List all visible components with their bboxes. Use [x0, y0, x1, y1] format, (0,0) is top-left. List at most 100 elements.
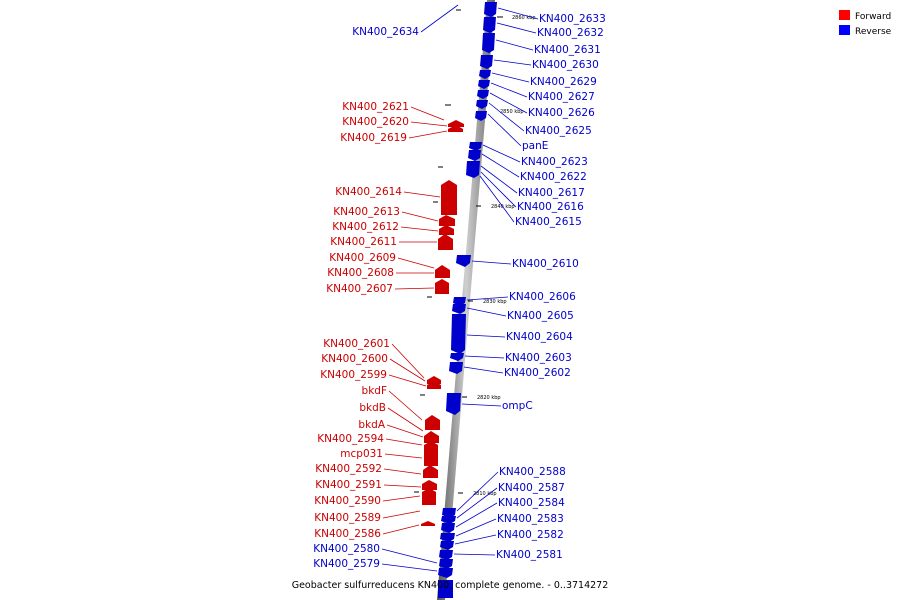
- gene-label: KN400_2625: [525, 125, 592, 137]
- gene-label: KN400_2602: [504, 367, 571, 379]
- gene-label: KN400_2591: [315, 479, 382, 491]
- leader-line: [455, 518, 497, 537]
- gene-block-kn400-2627: [478, 80, 490, 89]
- gene-block-kn400-2613: [439, 215, 455, 226]
- gene-label: KN400_2633: [539, 13, 606, 25]
- gene-block-bkda: [425, 415, 440, 430]
- gene-label: KN400_2583: [497, 513, 564, 525]
- gene-label: KN400_2614: [335, 186, 402, 198]
- leader-line: [482, 144, 521, 163]
- leader-lines-reverse: [381, 4, 539, 572]
- gene-label: KN400_2604: [506, 331, 573, 343]
- gene-label: KN400_2603: [505, 352, 572, 364]
- gene-label: KN400_2594: [317, 433, 384, 445]
- gene-block-kn400-2612: [439, 225, 454, 235]
- reverse-gene-labels-right: KN400_2633 KN400_2632 KN400_2631 KN400_2…: [496, 13, 606, 561]
- leader-line: [410, 106, 445, 121]
- gene-label: KN400_2581: [496, 549, 563, 561]
- leader-line: [456, 487, 498, 519]
- gene-block-kn400-2630: [480, 55, 493, 69]
- leader-line: [466, 334, 506, 338]
- gene-block-kn400-2617: [466, 161, 480, 178]
- gene-label: KN400_2587: [498, 482, 565, 494]
- gene-block-kn400-2584: [441, 523, 455, 533]
- legend-reverse-label: Reverse: [855, 27, 892, 37]
- gene-label: ompC: [502, 400, 533, 412]
- gene-block-kn400-2601: [427, 376, 441, 384]
- gene-label: KN400_2610: [512, 258, 579, 270]
- gene-label: KN400_2584: [498, 497, 565, 509]
- gene-label: KN400_2622: [520, 171, 587, 183]
- leader-line: [403, 191, 441, 198]
- leader-line: [388, 390, 423, 421]
- gene-label: KN400_2630: [532, 59, 599, 71]
- leader-line: [461, 403, 502, 407]
- gene-label: KN400_2623: [521, 156, 588, 168]
- leader-line: [496, 22, 537, 34]
- gene-label: KN400_2588: [499, 466, 566, 478]
- gene-label: KN400_2599: [320, 369, 387, 381]
- gene-label: KN400_2621: [342, 101, 409, 113]
- gene-label: KN400_2607: [326, 283, 393, 295]
- leader-line: [495, 39, 534, 51]
- gene-block-kn400-2582: [440, 541, 454, 550]
- genome-caption: Geobacter sulfurreducens KN400, complete…: [292, 580, 609, 591]
- gene-label: KN400_2632: [537, 27, 604, 39]
- gene-label: bkdA: [358, 419, 385, 431]
- leader-line: [490, 82, 528, 98]
- leader-line: [384, 453, 423, 459]
- gene-block-kn400-2610: [456, 255, 471, 267]
- leader-line: [391, 343, 425, 379]
- gene-label: KN400_2634: [352, 26, 419, 38]
- gene-label: panE: [522, 140, 548, 152]
- leader-line: [382, 524, 420, 535]
- gene-block-kn400-2607: [435, 279, 449, 294]
- gene-block-kn400-2592: [423, 465, 438, 478]
- leader-line: [383, 468, 422, 475]
- gene-block-mcp031: [424, 441, 438, 466]
- legend-forward-label: Forward: [855, 12, 891, 22]
- leader-line: [471, 260, 512, 265]
- gene-block-kn400-2587: [441, 516, 456, 524]
- leader-line: [394, 287, 435, 290]
- gene-label: KN400_2619: [340, 132, 407, 144]
- gene-label: KN400_2600: [321, 353, 388, 365]
- leader-line: [382, 495, 421, 502]
- gene-label: KN400_2579: [313, 558, 380, 570]
- gene-block-kn400-2626: [477, 90, 489, 99]
- gene-block-kn400-2581: [439, 550, 453, 560]
- leader-line: [489, 92, 528, 114]
- gene-block-kn400-2632: [483, 17, 496, 33]
- gene-label: KN400_2586: [314, 528, 381, 540]
- gene-label: KN400_2592: [315, 463, 382, 475]
- gene-label: KN400_2612: [332, 221, 399, 233]
- gene-block-kn400-2605: [452, 304, 466, 314]
- leader-line: [385, 438, 423, 446]
- legend-forward-swatch: [839, 10, 850, 20]
- gene-label: KN400_2590: [314, 495, 381, 507]
- gene-block-kn400-2579: [438, 568, 453, 578]
- leader-line: [480, 165, 518, 194]
- leader-line: [466, 307, 507, 317]
- leader-line: [487, 113, 522, 147]
- leader-line: [497, 7, 539, 20]
- gene-block-kn400-2591: [422, 480, 437, 490]
- gene-block-kn400-2606: [453, 297, 466, 306]
- tick-label-2820: 2820 kbp: [477, 395, 501, 401]
- gene-block-kn400-2603: [450, 353, 464, 361]
- leader-line: [408, 130, 448, 139]
- gene-label: KN400_2609: [329, 252, 396, 264]
- gene-label: KN400_2601: [323, 338, 390, 350]
- gene-label: KN400_2589: [314, 512, 381, 524]
- legend-reverse-swatch: [839, 25, 850, 35]
- leader-line: [453, 553, 496, 556]
- gene-label: KN400_2613: [333, 206, 400, 218]
- leader-line: [466, 296, 509, 301]
- leader-line: [480, 171, 517, 208]
- tick-label-2850: 2850 kbp: [500, 109, 524, 115]
- gene-label: KN400_2615: [515, 216, 582, 228]
- leader-line: [420, 4, 459, 33]
- leader-line: [464, 355, 505, 359]
- leader-line: [401, 211, 439, 222]
- gene-block-kn400-2580: [439, 559, 453, 569]
